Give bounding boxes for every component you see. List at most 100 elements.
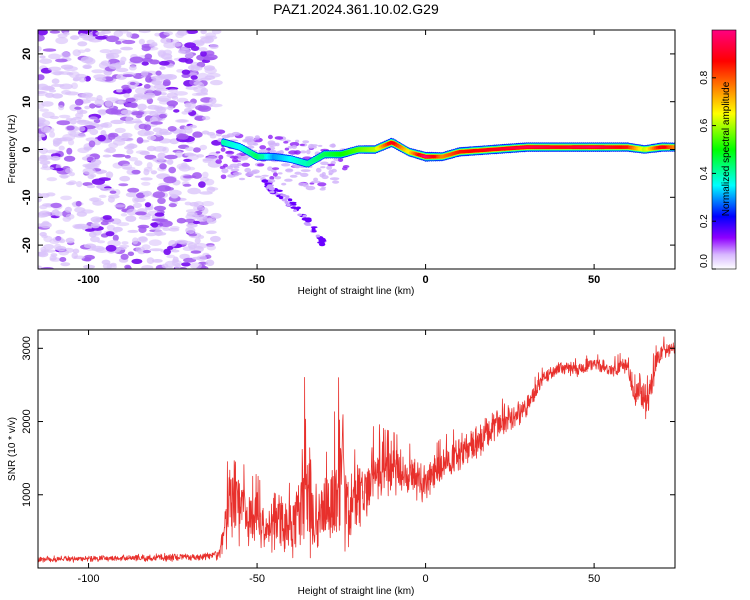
spectrogram-noise-blob [79, 110, 88, 114]
spectrogram-noise-blob [178, 50, 186, 54]
colorbar-ticks: 0.0 0.2 0.4 0.6 0.8 [699, 70, 716, 270]
spectrogram-noise-blob [102, 154, 112, 158]
spectrogram-noise-blob [92, 200, 104, 206]
spectrogram-noise-blob [209, 97, 217, 105]
spectrogram-noise-blob [72, 78, 80, 82]
spectrogram-noise-blob [168, 227, 180, 232]
spectrogram-noise-blob [105, 231, 115, 237]
spectrogram-noise-blob [93, 74, 106, 80]
spectrogram-noise-blob [124, 103, 137, 108]
spectrogram-noise-blob [58, 249, 70, 256]
spectrogram-noise-blob [64, 206, 72, 213]
spectrogram-noise-blob [176, 163, 190, 170]
spectrogram-noise-blob [205, 230, 217, 235]
spectrogram-noise-blob [99, 123, 109, 128]
spectrogram-noise-blob [138, 226, 147, 233]
spectrogram-ridge-segment [431, 155, 437, 158]
spectrogram-noise-blob [185, 226, 196, 234]
spectrogram-noise-blob [49, 255, 57, 261]
spectrogram-noise-blob [257, 163, 265, 167]
spectrogram-noise-blob [71, 82, 78, 90]
spectrogram-y-axis-label: Frequency (Hz) [7, 115, 18, 184]
spectrogram-noise-blob [88, 231, 97, 238]
spectrogram-noise-blob [192, 131, 203, 138]
spectrogram-noise-blob [77, 49, 86, 54]
spectrogram-noise-blob [317, 144, 323, 147]
spectrogram-noise-blob [190, 65, 200, 72]
spectrogram-noise-blob [43, 249, 56, 253]
spectrogram-noise-blob [249, 138, 254, 142]
spectrogram-noise-blob [184, 218, 196, 223]
spectrogram-noise-blob [105, 35, 120, 43]
spectrogram-noise-blob [38, 45, 42, 52]
spectrogram-noise-blob [48, 53, 61, 60]
spectrogram-noise-blob [100, 60, 111, 66]
spectrogram-noise-blob [154, 32, 161, 37]
spectrogram-noise-blob [125, 215, 137, 222]
spectrogram-noise-blob [142, 249, 151, 254]
spectrogram-noise-blob [100, 220, 109, 226]
spectrogram-noise-blob [75, 73, 87, 79]
spectrogram-branch-blob [315, 234, 321, 238]
spectrogram-noise-blob [163, 248, 171, 255]
spectrogram-x-tick-label: 50 [588, 274, 600, 286]
spectrogram-x-tick-label: -50 [249, 274, 265, 286]
spectrogram-noise-blob [197, 216, 208, 222]
spectrogram-noise-blob [60, 51, 71, 59]
spectrogram-noise-blob [40, 125, 51, 133]
spectrogram-noise-blob [178, 57, 189, 63]
spectrogram-noise-blob [130, 111, 144, 116]
snr-panel: -100 -50 0 50 1000 2000 3000 Height of straig… [7, 329, 676, 597]
colorbar-label: Normalized spectral amplitude [721, 81, 732, 216]
spectrogram-noise-blob [84, 48, 91, 53]
spectrogram-noise-blob [201, 115, 211, 121]
spectrogram-noise-blob [159, 220, 173, 227]
spectrogram-noise-blob [152, 191, 166, 199]
spectrogram-noise-blob [194, 237, 201, 244]
spectrogram-noise-blob [342, 165, 350, 168]
spectrogram-noise-blob [151, 218, 166, 222]
snr-x-axis-label: Height of straight line (km) [298, 586, 415, 597]
spectrogram-signal-ridge [221, 137, 675, 168]
spectrogram-noise-blob [317, 182, 327, 187]
spectrogram-noise-blob [144, 202, 151, 208]
spectrogram-noise-blob [168, 166, 176, 174]
spectrogram-noise-blob [121, 84, 131, 90]
spectrogram-noise-blob [186, 223, 198, 228]
spectrogram-noise-blob [38, 30, 48, 36]
spectrogram-noise-blob [171, 96, 179, 100]
spectrogram-noise-blob [298, 182, 306, 187]
spectrogram-noise-blob [154, 205, 166, 211]
spectrogram-noise-blob [72, 248, 80, 254]
spectrogram-branch-blob [286, 203, 291, 207]
spectrogram-noise-blob [112, 234, 119, 242]
spectrogram-noise-blob [107, 196, 115, 203]
spectrogram-noise-blob [109, 190, 117, 194]
spectrogram-noise-region [38, 30, 355, 269]
spectrogram-noise-blob [184, 52, 194, 58]
spectrogram-noise-blob [63, 31, 70, 36]
spectrogram-noise-blob [150, 121, 163, 125]
spectrogram-noise-blob [100, 187, 115, 192]
spectrogram-noise-blob [283, 141, 289, 144]
spectrogram-noise-blob [168, 203, 177, 208]
spectrogram-noise-blob [155, 158, 167, 164]
spectrogram-noise-blob [203, 56, 216, 61]
spectrogram-noise-blob [193, 220, 200, 225]
spectrogram-y-ticks: -20 -10 0 10 20 [21, 48, 675, 253]
spectrogram-noise-blob [55, 229, 66, 235]
spectrogram-noise-blob [39, 160, 51, 165]
spectrogram-noise-blob [122, 74, 134, 78]
spectrogram-noise-blob [125, 116, 133, 123]
spectrogram-y-tick-label: -10 [21, 189, 33, 205]
spectrogram-noise-blob [91, 69, 105, 74]
spectrogram-noise-blob [281, 182, 287, 186]
spectrogram-noise-blob [116, 89, 123, 93]
spectrogram-noise-blob [175, 31, 185, 38]
spectrogram-noise-blob [51, 83, 65, 87]
spectrogram-noise-blob [330, 160, 336, 165]
spectrogram-noise-blob [173, 109, 180, 113]
spectrogram-noise-blob [54, 211, 63, 217]
spectrogram-noise-blob [196, 61, 206, 68]
spectrogram-noise-blob [59, 257, 67, 262]
